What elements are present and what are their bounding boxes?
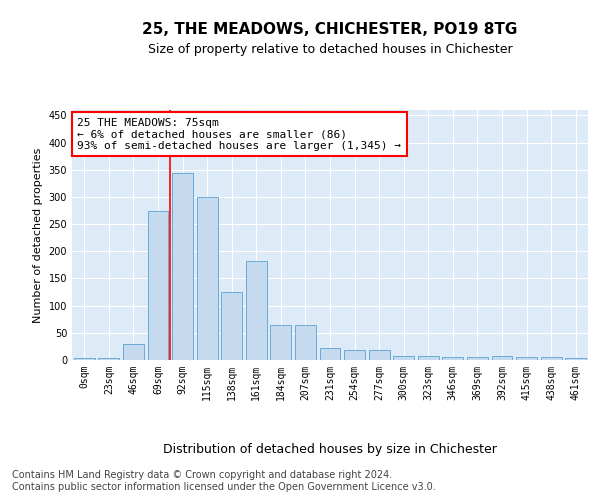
Text: 25, THE MEADOWS, CHICHESTER, PO19 8TG: 25, THE MEADOWS, CHICHESTER, PO19 8TG	[142, 22, 518, 38]
Bar	[320, 348, 340, 360]
Bar	[123, 344, 144, 360]
Y-axis label: Number of detached properties: Number of detached properties	[33, 148, 43, 322]
Bar	[467, 358, 488, 360]
Bar	[418, 356, 439, 360]
Bar	[393, 356, 414, 360]
Bar	[442, 358, 463, 360]
Text: 25 THE MEADOWS: 75sqm
← 6% of detached houses are smaller (86)
93% of semi-detac: 25 THE MEADOWS: 75sqm ← 6% of detached h…	[77, 118, 401, 150]
Bar	[74, 358, 95, 360]
Bar	[197, 197, 218, 360]
Text: Contains HM Land Registry data © Crown copyright and database right 2024.: Contains HM Land Registry data © Crown c…	[12, 470, 392, 480]
Bar	[172, 172, 193, 360]
Bar	[541, 358, 562, 360]
Text: Distribution of detached houses by size in Chichester: Distribution of detached houses by size …	[163, 442, 497, 456]
Bar	[148, 210, 169, 360]
Bar	[368, 350, 389, 360]
Bar	[516, 358, 537, 360]
Bar	[271, 324, 292, 360]
Bar	[221, 292, 242, 360]
Bar	[491, 356, 512, 360]
Text: Size of property relative to detached houses in Chichester: Size of property relative to detached ho…	[148, 42, 512, 56]
Bar	[98, 358, 119, 360]
Text: Contains public sector information licensed under the Open Government Licence v3: Contains public sector information licen…	[12, 482, 436, 492]
Bar	[565, 358, 586, 360]
Bar	[295, 324, 316, 360]
Bar	[246, 260, 267, 360]
Bar	[344, 350, 365, 360]
